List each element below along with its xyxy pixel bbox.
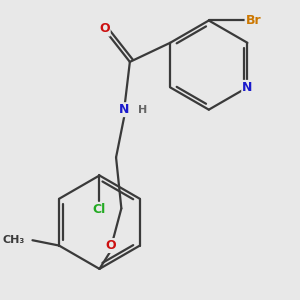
Text: N: N	[119, 103, 130, 116]
Text: O: O	[105, 239, 116, 252]
Text: CH₃: CH₃	[3, 235, 25, 245]
Text: Cl: Cl	[93, 203, 106, 216]
Text: O: O	[99, 22, 110, 35]
Text: N: N	[242, 81, 253, 94]
Text: Br: Br	[246, 14, 261, 27]
Text: H: H	[138, 105, 148, 115]
